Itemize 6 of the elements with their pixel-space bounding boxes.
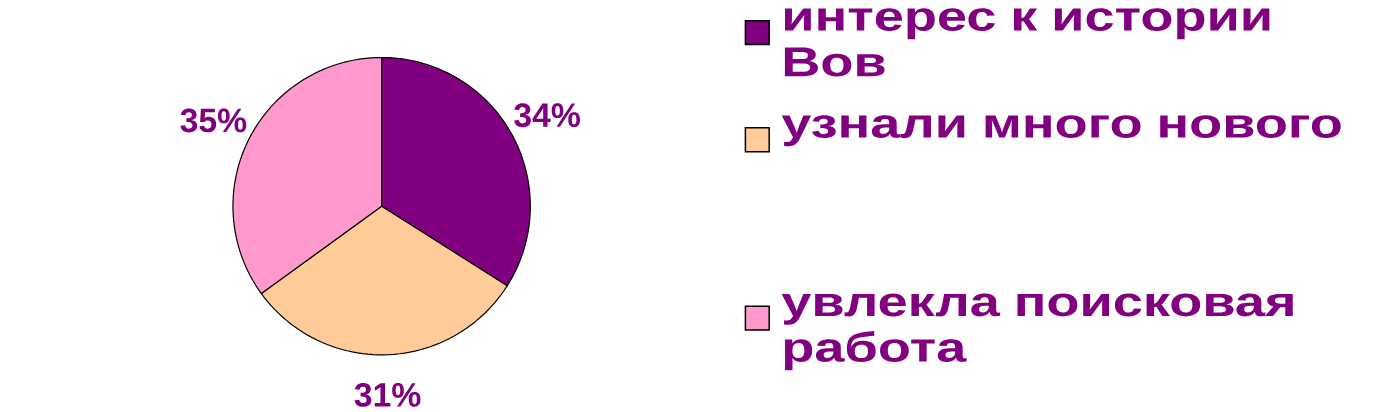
legend-label: увлекла поисковая работа: [781, 293, 1293, 371]
legend-label: интерес к истории Вов: [784, 7, 1270, 77]
data-label: 31%: [354, 382, 421, 407]
legend-label: узнали много нового: [781, 115, 1341, 147]
data-label: 35%: [180, 108, 247, 133]
data-label: 34%: [514, 103, 580, 127]
